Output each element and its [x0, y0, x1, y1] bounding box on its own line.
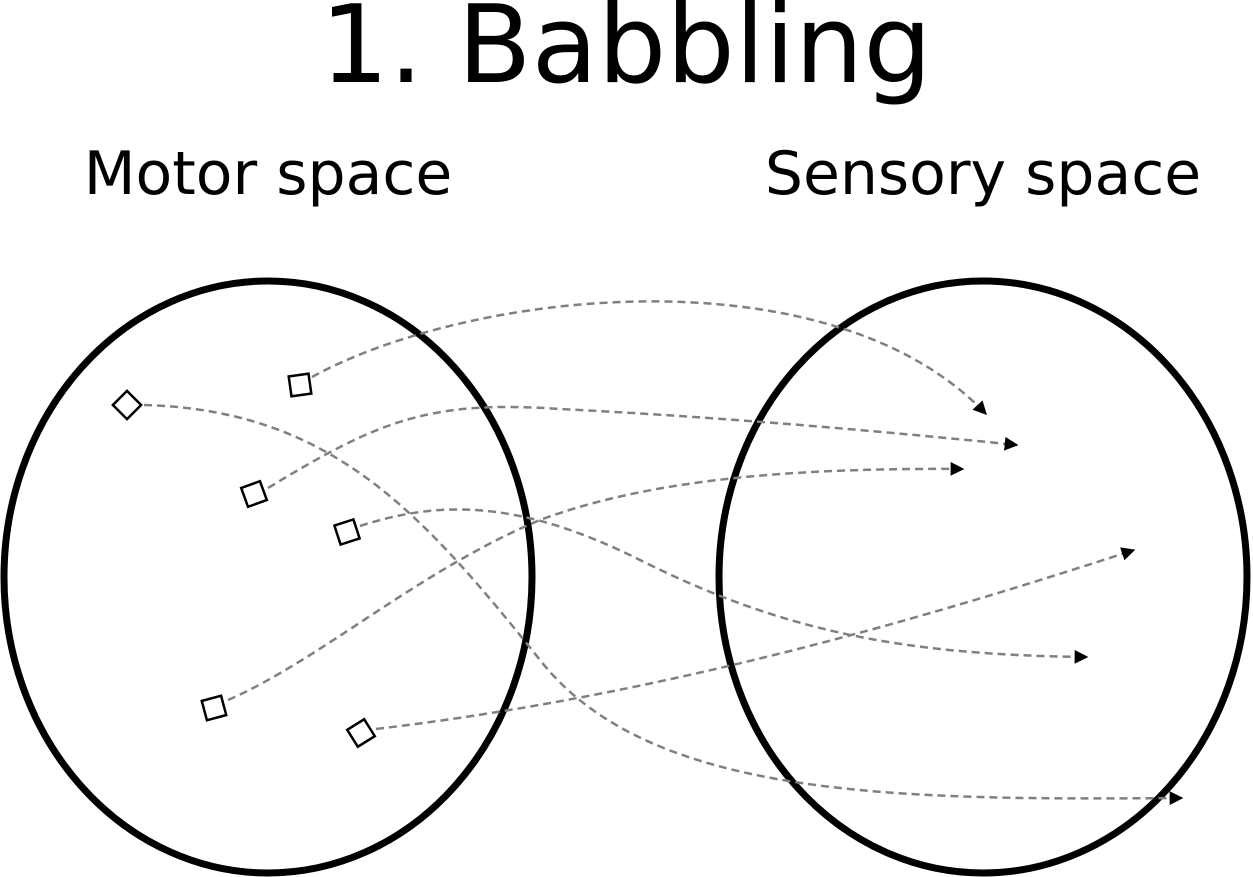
- motor-command-marker: [111, 389, 143, 421]
- motor-space-ellipse: [0, 277, 536, 877]
- motor-commands: [111, 372, 377, 749]
- mapping-link: [143, 403, 1184, 805]
- motor-space-label: Motor space: [84, 139, 452, 209]
- mapping-link: [375, 547, 1136, 731]
- motor-command-marker: [239, 479, 269, 509]
- sensory-space-ellipse: [715, 277, 1251, 877]
- motor-command-marker: [287, 372, 313, 398]
- mapping-link: [227, 462, 965, 702]
- mapping-links: [143, 300, 1184, 805]
- sensory-space-label: Sensory space: [765, 139, 1201, 209]
- motor-command-marker: [332, 517, 362, 547]
- mapping-link: [359, 508, 1089, 664]
- motor-command-marker: [200, 694, 228, 722]
- motor-command-marker: [345, 717, 377, 749]
- mapping-link: [311, 300, 987, 415]
- diagram-title: 1. Babbling: [320, 0, 932, 108]
- mapping-link: [267, 405, 1019, 490]
